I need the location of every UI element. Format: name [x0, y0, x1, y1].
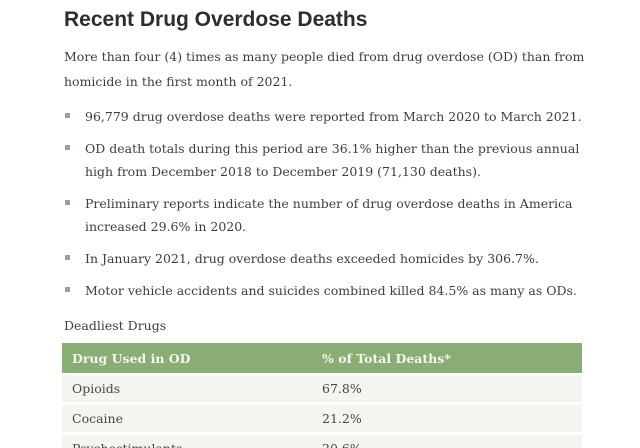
deadliest-drugs-table: Drug Used in OD % of Total Deaths* Opioi… — [62, 343, 582, 448]
drug-name-cell: Opioids — [62, 373, 312, 404]
bullet-square-icon — [65, 145, 70, 150]
table-header-row: Drug Used in OD % of Total Deaths* — [62, 343, 582, 374]
bullet-square-icon — [65, 287, 70, 292]
bullet-item: In January 2021, drug overdose deaths ex… — [64, 247, 598, 270]
percent-cell: 20.6% — [312, 432, 582, 448]
intro-paragraph: More than four (4) times as many people … — [64, 49, 585, 89]
bullet-square-icon — [65, 200, 70, 205]
bullet-square-icon — [65, 113, 70, 118]
table-caption: Deadliest Drugs — [64, 318, 167, 333]
bullet-item: OD death totals during this period are 3… — [64, 137, 598, 183]
bullet-text: In January 2021, drug overdose deaths ex… — [85, 251, 539, 266]
column-header-drug: Drug Used in OD — [62, 343, 312, 374]
percent-cell: 21.2% — [312, 402, 582, 434]
bullet-item: Motor vehicle accidents and suicides com… — [64, 279, 598, 302]
bullet-square-icon — [65, 255, 70, 260]
drug-name-cell: Psychostimulants — [62, 432, 312, 448]
bullet-text: Motor vehicle accidents and suicides com… — [85, 283, 577, 298]
bullet-item: 96,779 drug overdose deaths were reporte… — [64, 105, 598, 128]
column-header-percent: % of Total Deaths* — [312, 343, 582, 374]
percent-cell: 67.8% — [312, 373, 582, 404]
table-row: Psychostimulants 20.6% — [62, 432, 582, 448]
stats-bullet-list: 96,779 drug overdose deaths were reporte… — [64, 105, 598, 302]
table-row: Opioids 67.8% — [62, 373, 582, 404]
drug-name-cell: Cocaine — [62, 402, 312, 434]
bullet-text: Preliminary reports indicate the number … — [85, 196, 573, 234]
bullet-text: OD death totals during this period are 3… — [85, 141, 580, 179]
table-row: Cocaine 21.2% — [62, 402, 582, 434]
page-title: Recent Drug Overdose Deaths — [64, 8, 368, 31]
bullet-text: 96,779 drug overdose deaths were reporte… — [85, 109, 582, 124]
bullet-item: Preliminary reports indicate the number … — [64, 192, 598, 238]
